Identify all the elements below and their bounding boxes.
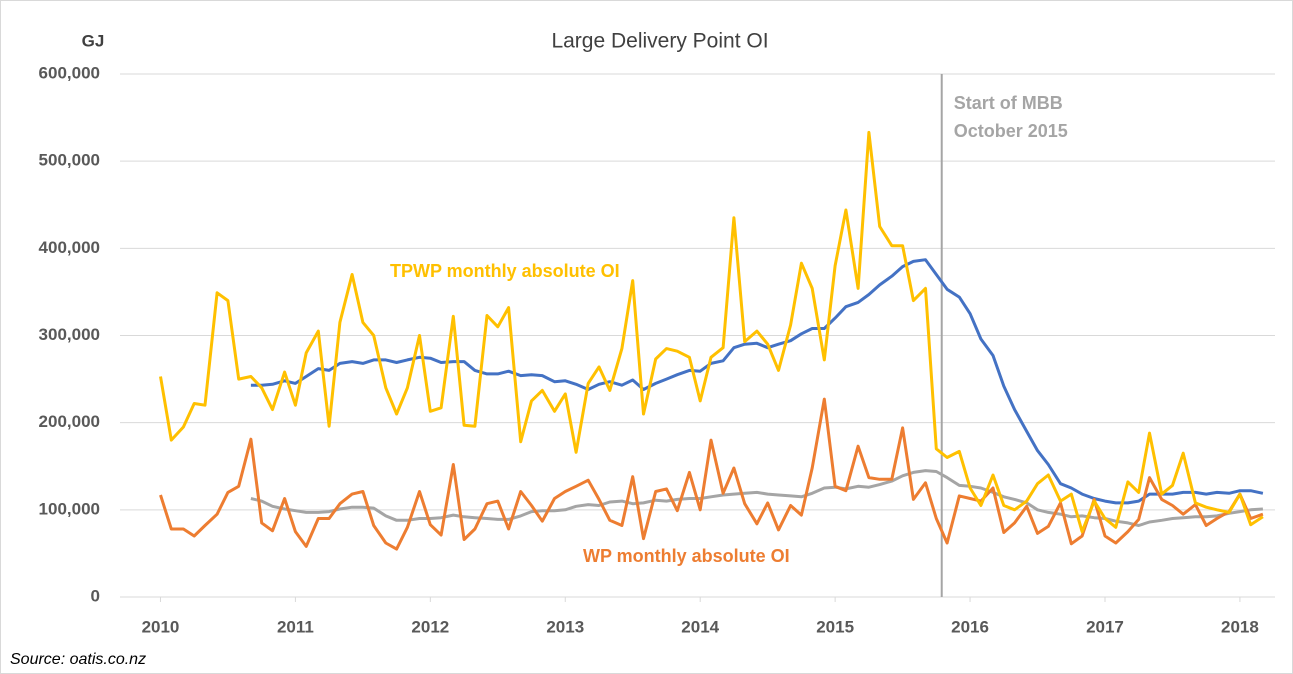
y-tick-label: 600,000 (39, 63, 100, 82)
chart-title: Large Delivery Point OI (551, 30, 768, 53)
x-tick-label: 2012 (411, 617, 449, 636)
x-tick-label: 2017 (1086, 617, 1124, 636)
x-tick-label: 2018 (1221, 617, 1259, 636)
y-tick-label: 0 (91, 586, 100, 605)
annotation-text: October 2015 (954, 121, 1068, 141)
x-tick-label: 2013 (546, 617, 584, 636)
x-tick-label: 2016 (951, 617, 989, 636)
x-tick-label: 2011 (277, 617, 314, 636)
source-note: Source: oatis.co.nz (10, 651, 146, 668)
annotation-text: Start of MBB (954, 93, 1063, 113)
y-tick-label: 200,000 (39, 412, 100, 431)
y-tick-label: 300,000 (39, 325, 100, 344)
line-series (250, 469, 1263, 527)
series-label: TPWP monthly absolute OI (390, 261, 620, 281)
y-tick-label: 400,000 (39, 238, 100, 257)
x-tick-label: 2015 (816, 617, 854, 636)
x-tick-label: 2014 (681, 617, 719, 636)
y-axis-label: GJ (82, 31, 105, 50)
series-label: WP monthly absolute OI (583, 546, 790, 566)
y-tick-label: 100,000 (39, 499, 100, 518)
y-tick-label: 500,000 (39, 151, 100, 170)
x-tick-label: 2010 (142, 617, 180, 636)
line-series (159, 397, 1264, 551)
line-series (159, 130, 1264, 534)
